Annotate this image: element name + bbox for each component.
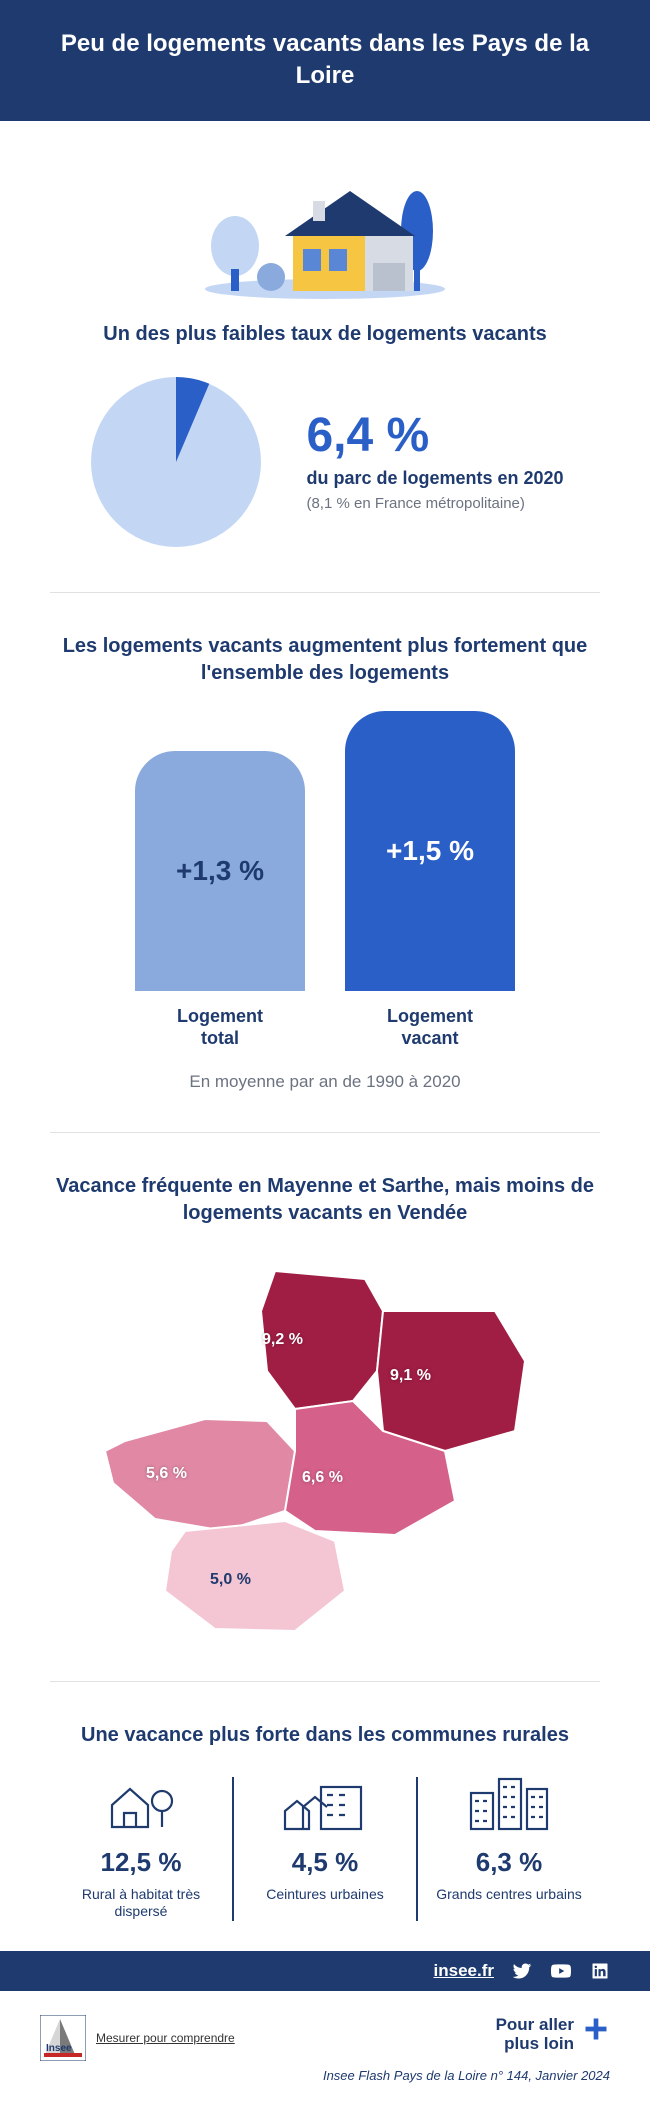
bar-chart: +1,3 % Logementtotal +1,5 % Logementvacant bbox=[50, 711, 600, 1050]
divider bbox=[50, 592, 600, 593]
section-rural: Une vacance plus forte dans les communes… bbox=[0, 1692, 650, 1951]
section-vacancy-rate: Un des plus faibles taux de logements va… bbox=[0, 121, 650, 582]
house-illustration bbox=[195, 151, 455, 301]
house-tree-icon bbox=[56, 1773, 226, 1833]
map-value-loireatl: 5,6 % bbox=[146, 1465, 187, 1483]
rural-label: Grands centres urbains bbox=[424, 1886, 594, 1904]
twitter-icon[interactable] bbox=[512, 1961, 532, 1981]
rural-value: 12,5 % bbox=[56, 1847, 226, 1878]
section3-subtitle: Vacance fréquente en Mayenne et Sarthe, … bbox=[50, 1173, 600, 1227]
bar: +1,3 % bbox=[135, 751, 305, 991]
svg-text:Insee: Insee bbox=[46, 2043, 72, 2054]
section4-subtitle: Une vacance plus forte dans les communes… bbox=[50, 1722, 600, 1749]
insee-tagline: Mesurer pour comprendre bbox=[96, 2031, 235, 2045]
footer-cta-line2: plus loin bbox=[496, 2034, 574, 2054]
bar-caption: En moyenne par an de 1990 à 2020 bbox=[50, 1072, 600, 1092]
footer-band: insee.fr bbox=[0, 1951, 650, 1991]
section2-subtitle: Les logements vacants augmentent plus fo… bbox=[50, 633, 600, 687]
page-title-band: Peu de logements vacants dans les Pays d… bbox=[0, 0, 650, 121]
footer-citation: Insee Flash Pays de la Loire n° 144, Jan… bbox=[323, 2068, 610, 2083]
section1-subtitle: Un des plus faibles taux de logements va… bbox=[50, 321, 600, 348]
map-value-vendee: 5,0 % bbox=[210, 1571, 251, 1589]
city-icon bbox=[424, 1773, 594, 1833]
bar-label: Logementtotal bbox=[135, 1005, 305, 1050]
kpi-text: 6,4 % du parc de logements en 2020 (8,1 … bbox=[306, 412, 563, 512]
footer-bottom: Insee Mesurer pour comprendre Pour aller… bbox=[0, 1991, 650, 2123]
pie-chart bbox=[86, 372, 266, 552]
map-value-mayenne: 9,2 % bbox=[262, 1331, 303, 1349]
rural-row: 12,5 %Rural à habitat très dispersé4,5 %… bbox=[50, 1773, 600, 1921]
youtube-icon[interactable] bbox=[550, 1961, 572, 1981]
rural-column: 4,5 % Ceintures urbaines bbox=[234, 1773, 416, 1904]
kpi-row: 6,4 % du parc de logements en 2020 (8,1 … bbox=[50, 372, 600, 552]
rural-value: 6,3 % bbox=[424, 1847, 594, 1878]
map-value-maineetloire: 6,6 % bbox=[302, 1469, 343, 1487]
section-map: Vacance fréquente en Mayenne et Sarthe, … bbox=[0, 1143, 650, 1671]
kpi-line: du parc de logements en 2020 bbox=[306, 468, 563, 489]
linkedin-icon[interactable] bbox=[590, 1961, 610, 1981]
suburb-icon bbox=[240, 1773, 410, 1833]
rural-label: Rural à habitat très dispersé bbox=[56, 1886, 226, 1921]
footer-cta[interactable]: Pour aller plus loin bbox=[323, 2015, 610, 2054]
rural-label: Ceintures urbaines bbox=[240, 1886, 410, 1904]
footer-cta-line1: Pour aller bbox=[496, 2015, 574, 2035]
rural-column: 12,5 % Rural à habitat très dispersé bbox=[50, 1773, 232, 1921]
insee-logo: Insee Mesurer pour comprendre bbox=[40, 2015, 235, 2061]
kpi-note: (8,1 % en France métropolitaine) bbox=[306, 495, 563, 512]
section-growth-bars: Les logements vacants augmentent plus fo… bbox=[0, 603, 650, 1122]
kpi-value: 6,4 % bbox=[306, 412, 563, 460]
divider bbox=[50, 1681, 600, 1682]
bar-label: Logementvacant bbox=[345, 1005, 515, 1050]
map-value-sarthe: 9,1 % bbox=[390, 1367, 431, 1385]
bar-column: +1,3 % Logementtotal bbox=[135, 751, 305, 1050]
footer-site[interactable]: insee.fr bbox=[434, 1961, 494, 1981]
rural-value: 4,5 % bbox=[240, 1847, 410, 1878]
plus-icon bbox=[582, 2015, 610, 2043]
bar-column: +1,5 % Logementvacant bbox=[345, 711, 515, 1050]
page-title: Peu de logements vacants dans les Pays d… bbox=[61, 30, 589, 89]
bar: +1,5 % bbox=[345, 711, 515, 991]
divider bbox=[50, 1132, 600, 1133]
footer-right: Pour aller plus loin Insee Flash Pays de… bbox=[323, 2015, 610, 2083]
insee-mark-icon: Insee bbox=[40, 2015, 86, 2061]
rural-column: 6,3 % Grands centres urbains bbox=[418, 1773, 600, 1904]
region-map: 9,2 % 9,1 % 5,6 % 6,6 % 5,0 % bbox=[50, 1251, 600, 1641]
